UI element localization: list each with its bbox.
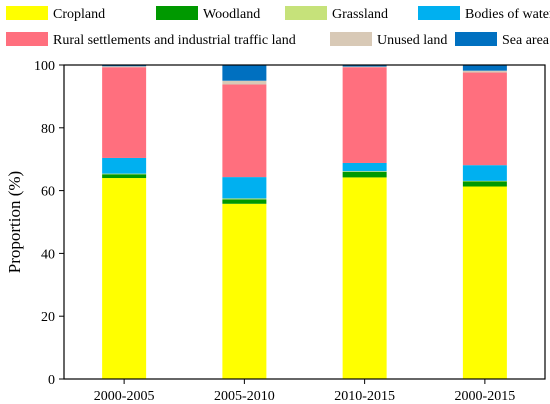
x-tick-label: 2000-2015 — [455, 389, 516, 404]
y-tick-label: 40 — [41, 247, 55, 262]
bar-segment-2000-2015-grassland — [462, 180, 507, 182]
bar-segment-2010-2015-rural-settlements-and-industrial-traffic-land — [342, 67, 387, 163]
x-tick-label: 2010-2015 — [334, 389, 395, 404]
bar-segment-2000-2005-sea-area — [102, 65, 147, 67]
y-tick-label: 0 — [48, 373, 55, 388]
legend-label: Grassland — [332, 7, 388, 22]
y-axis-title: Proportion (%) — [5, 171, 24, 273]
bar-segment-2010-2015-bodies-of-water — [342, 162, 387, 172]
legend-swatch-unused-land — [330, 32, 372, 46]
legend-swatch-bodies-of-water — [418, 6, 460, 20]
bar-segment-2010-2015-grassland — [342, 171, 387, 172]
legend-swatch-woodland — [156, 6, 198, 20]
plot-area: 2000-2005 2005-2010 2010-2015 2000-2015 0 20 4… — [34, 59, 546, 404]
bar-segment-2005-2010-grassland — [222, 198, 267, 200]
legend: Cropland Woodland Grassland Bodies of water… — [6, 6, 550, 48]
legend-label: Bodies of water — [465, 7, 550, 22]
bar-segment-2000-2015-rural-settlements-and-industrial-traffic-land — [462, 72, 507, 166]
bar-segment-2005-2010-sea-area — [222, 65, 267, 81]
y-tick-label: 80 — [41, 122, 55, 137]
bar-segment-2005-2010-cropland — [222, 203, 267, 379]
bar-segment-2010-2015-woodland — [342, 171, 387, 178]
bar-segment-2005-2010-woodland — [222, 199, 267, 204]
bar-segment-2000-2005-grassland — [102, 173, 147, 175]
legend-swatch-grassland — [285, 6, 327, 20]
bar-segment-2000-2015-sea-area — [462, 65, 507, 71]
axes: 2000-2005 2005-2010 2010-2015 2000-2015 0 20 4… — [34, 59, 546, 404]
legend-swatch-sea-area — [455, 32, 497, 46]
y-tick-label: 60 — [41, 185, 55, 200]
bar-segment-2000-2005-cropland — [102, 178, 147, 379]
legend-swatch-cropland — [6, 6, 48, 20]
bars — [102, 65, 507, 379]
bar-segment-2000-2005-rural-settlements-and-industrial-traffic-land — [102, 67, 147, 158]
bar-segment-2005-2010-bodies-of-water — [222, 177, 267, 199]
x-tick-label: 2005-2010 — [214, 389, 275, 404]
legend-label: Unused land — [377, 33, 447, 48]
legend-label: Sea area — [502, 33, 550, 48]
bar-segment-2005-2010-unused-land — [222, 80, 267, 85]
y-tick-label: 100 — [34, 59, 55, 74]
bar-segment-2000-2005-woodland — [102, 174, 147, 179]
plot-frame — [63, 64, 546, 380]
x-tick-label: 2000-2005 — [94, 389, 155, 404]
bar-segment-2000-2015-woodland — [462, 181, 507, 187]
bar-segment-2000-2005-unused-land — [102, 66, 147, 68]
bar-segment-2010-2015-cropland — [342, 177, 387, 379]
bar-segment-2005-2010-rural-settlements-and-industrial-traffic-land — [222, 84, 267, 178]
legend-swatch-rural-settlements-and-industrial-traffic-land — [6, 32, 48, 46]
y-tick-label: 20 — [41, 310, 55, 325]
bar-segment-2000-2015-bodies-of-water — [462, 165, 507, 181]
bar-segment-2010-2015-sea-area — [342, 65, 387, 67]
legend-label: Woodland — [203, 7, 260, 22]
bar-segment-2000-2005-bodies-of-water — [102, 157, 147, 174]
bar-segment-2010-2015-unused-land — [342, 66, 387, 68]
legend-label: Rural settlements and industrial traffic… — [53, 33, 296, 48]
bar-segment-2000-2015-unused-land — [462, 70, 507, 73]
bar-segment-2000-2015-cropland — [462, 186, 507, 379]
legend-label: Cropland — [53, 7, 105, 22]
